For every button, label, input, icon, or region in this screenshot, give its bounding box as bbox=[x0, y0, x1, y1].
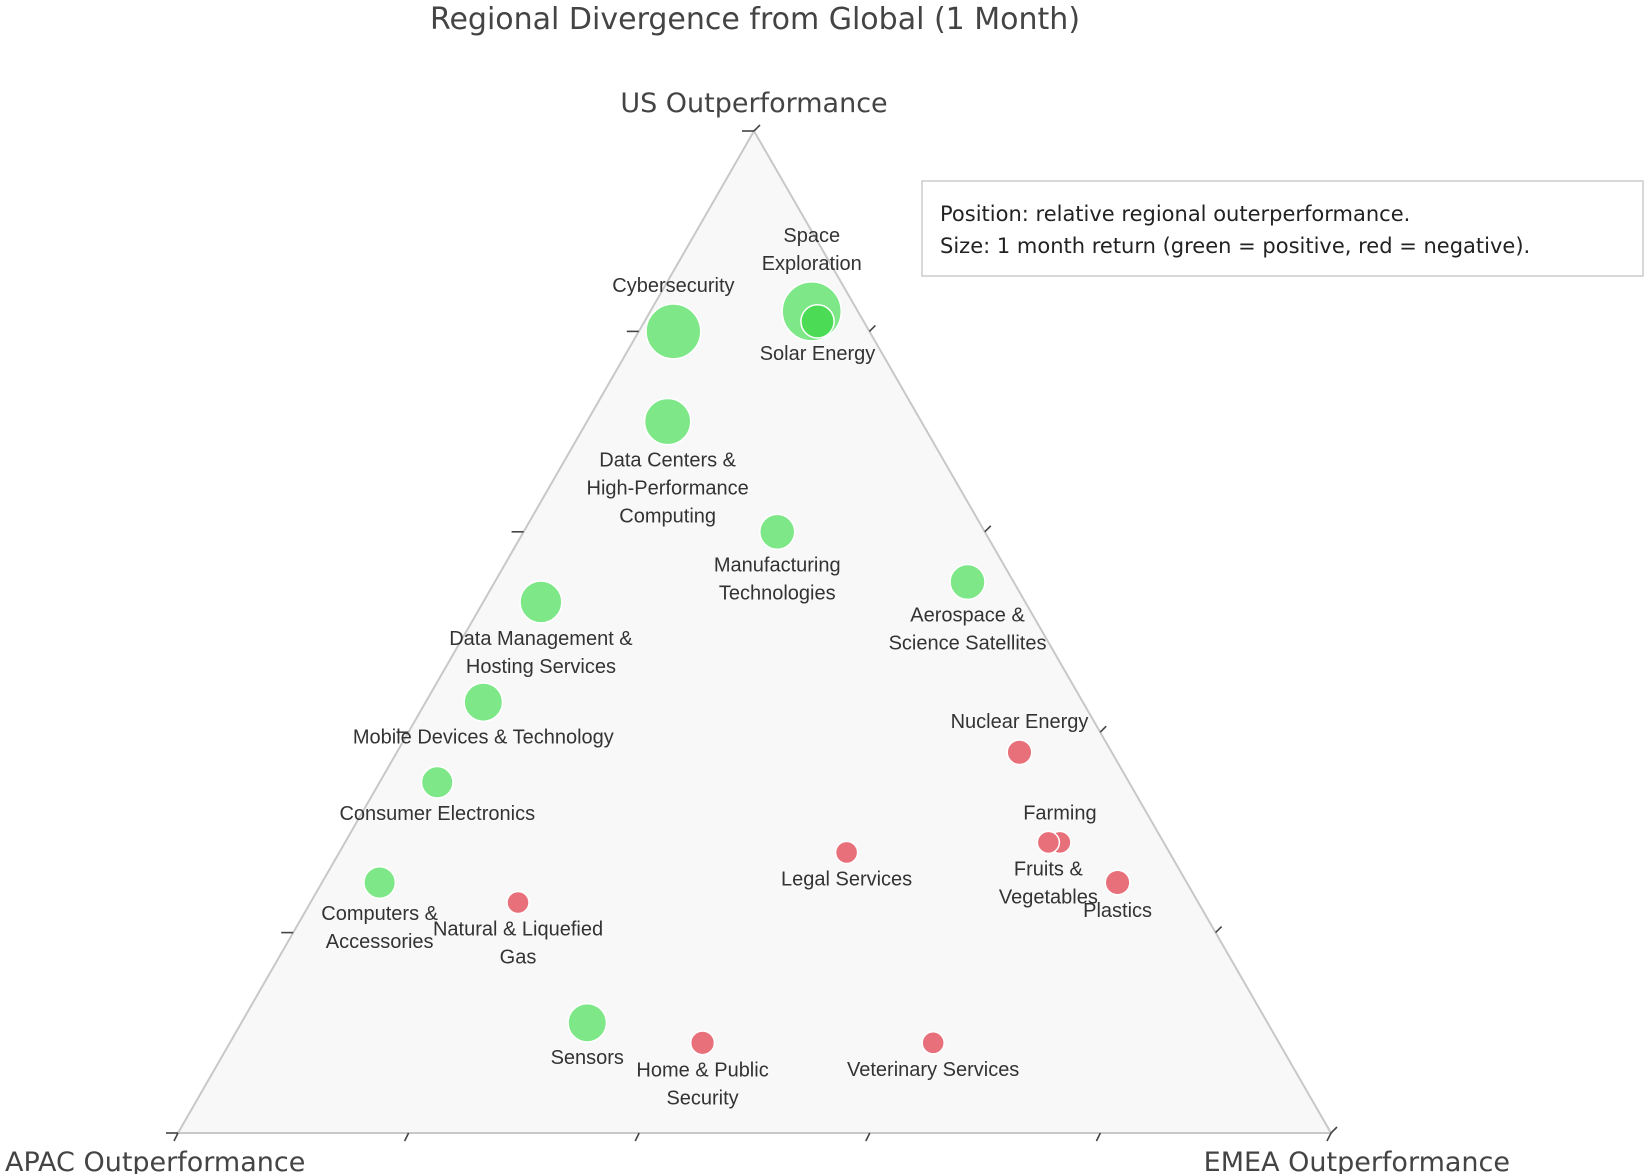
point-data-centers-and-high-performance-computing[interactable] bbox=[643, 397, 692, 446]
tick-bottom-3 bbox=[865, 1132, 871, 1142]
point-manufacturing-technologies[interactable] bbox=[759, 513, 796, 551]
tick-right-4 bbox=[868, 324, 876, 332]
point-legal-services[interactable] bbox=[834, 840, 859, 865]
label-natural-and-liquefied-gas-0: Natural & Liquefied bbox=[433, 919, 603, 941]
point-computers-and-accessories[interactable] bbox=[363, 866, 397, 899]
label-mobile-devices-and-technology-0: Mobile Devices & Technology bbox=[353, 726, 614, 748]
label-farming-0: Farming bbox=[1023, 802, 1096, 824]
tick-right-2 bbox=[1099, 725, 1107, 733]
ternary-triangle bbox=[176, 128, 1333, 1134]
axis-title-apac: APAC Outperformance bbox=[5, 1147, 305, 1174]
label-space-exploration-1: Exploration bbox=[762, 253, 862, 275]
point-veterinary-services[interactable] bbox=[921, 1031, 945, 1055]
tick-right-0 bbox=[1330, 1126, 1338, 1134]
label-manufacturing-technologies-1: Technologies bbox=[719, 582, 836, 604]
tick-right-3 bbox=[984, 525, 992, 533]
point-plastics[interactable] bbox=[1104, 869, 1131, 896]
label-computers-and-accessories-1: Accessories bbox=[326, 931, 434, 953]
tick-bottom-0 bbox=[173, 1132, 179, 1142]
annotation-line-2: Size: 1 month return (green = positive, … bbox=[940, 234, 1530, 258]
point-data-management-and-hosting-services[interactable] bbox=[519, 580, 563, 624]
annotation-frame bbox=[921, 180, 1644, 277]
label-computers-and-accessories-0: Computers & bbox=[321, 903, 438, 925]
axis-title-us: US Outperformance bbox=[620, 88, 887, 119]
label-manufacturing-technologies-0: Manufacturing bbox=[714, 554, 841, 576]
label-data-centers-and-high-performance-computing-0: Data Centers & bbox=[599, 450, 736, 472]
label-home-and-public-security-0: Home & Public bbox=[636, 1060, 768, 1082]
label-data-centers-and-high-performance-computing-1: High-Performance bbox=[587, 478, 749, 500]
label-data-management-and-hosting-services-1: Hosting Services bbox=[466, 656, 616, 678]
point-sensors[interactable] bbox=[567, 1002, 608, 1043]
label-plastics-0: Plastics bbox=[1083, 900, 1152, 922]
tick-bottom-2 bbox=[634, 1132, 640, 1142]
label-natural-and-liquefied-gas-1: Gas bbox=[500, 947, 537, 969]
tick-bottom-1 bbox=[403, 1132, 410, 1142]
label-aerospace-and-science-satellites-1: Science Satellites bbox=[889, 632, 1047, 654]
chart-title: Regional Divergence from Global (1 Month… bbox=[430, 2, 1080, 37]
point-natural-and-liquefied-gas[interactable] bbox=[506, 890, 530, 915]
label-solar-energy-0: Solar Energy bbox=[760, 343, 876, 365]
tick-bottom-5 bbox=[1326, 1132, 1332, 1142]
point-cybersecurity[interactable] bbox=[645, 303, 702, 360]
axis-title-emea: EMEA Outperformance bbox=[1204, 1147, 1510, 1174]
label-space-exploration-0: Space bbox=[783, 225, 840, 247]
tick-bottom-4 bbox=[1095, 1132, 1102, 1142]
label-nuclear-energy-0: Nuclear Energy bbox=[951, 711, 1089, 733]
tick-right-5 bbox=[753, 124, 761, 132]
point-nuclear-energy[interactable] bbox=[1006, 739, 1033, 766]
annotation-box: Position: relative regional outerperform… bbox=[921, 180, 1644, 277]
axis-ticks bbox=[166, 124, 1338, 1142]
tick-right-1 bbox=[1215, 926, 1223, 934]
point-solar-energy[interactable] bbox=[800, 304, 835, 339]
label-aerospace-and-science-satellites-0: Aerospace & bbox=[910, 604, 1025, 626]
point-aerospace-and-science-satellites[interactable] bbox=[949, 563, 986, 601]
label-home-and-public-security-1: Security bbox=[666, 1088, 738, 1110]
point-mobile-devices-and-technology[interactable] bbox=[463, 682, 504, 723]
label-cybersecurity-0: Cybersecurity bbox=[612, 275, 734, 297]
data-labels: Space Exploration Solar Energy Cybersecurit… bbox=[321, 225, 1152, 1110]
label-veterinary-services-0: Veterinary Services bbox=[847, 1059, 1019, 1081]
label-data-management-and-hosting-services-0: Data Management & bbox=[449, 628, 633, 650]
point-fruits-and-vegetables[interactable] bbox=[1036, 830, 1061, 855]
annotation-line-1: Position: relative regional outerperform… bbox=[940, 202, 1410, 226]
point-home-and-public-security[interactable] bbox=[689, 1030, 716, 1056]
point-consumer-electronics[interactable] bbox=[420, 765, 454, 799]
label-legal-services-0: Legal Services bbox=[781, 868, 912, 890]
label-data-centers-and-high-performance-computing-2: Computing bbox=[619, 506, 716, 528]
data-points bbox=[363, 281, 1131, 1056]
label-fruits-and-vegetables-1: Vegetables bbox=[999, 886, 1098, 908]
label-sensors-0: Sensors bbox=[551, 1047, 624, 1069]
label-fruits-and-vegetables-0: Fruits & bbox=[1014, 858, 1084, 880]
label-consumer-electronics-0: Consumer Electronics bbox=[339, 803, 535, 825]
